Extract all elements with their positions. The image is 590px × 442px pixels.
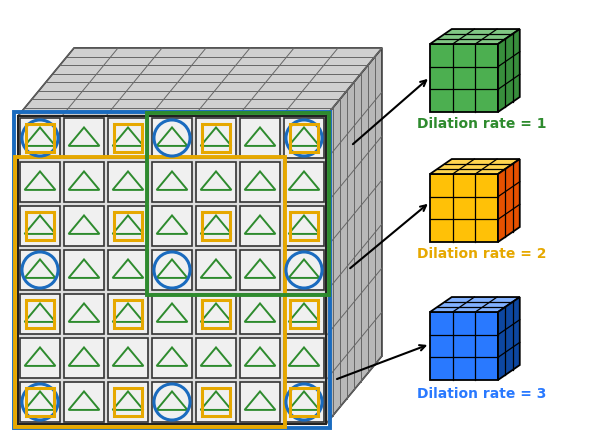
Bar [240,206,280,246]
Bar [196,206,236,246]
Bar [202,388,230,416]
Bar [64,294,104,334]
Polygon shape [430,174,498,242]
Bar [108,338,148,378]
Bar [64,162,104,202]
Bar [64,338,104,378]
Bar [290,124,318,152]
Polygon shape [430,29,520,44]
Bar [26,124,54,152]
Bar [64,382,104,422]
Bar [284,118,324,158]
Bar [240,250,280,290]
Bar [64,206,104,246]
Bar [290,388,318,416]
Bar [152,118,192,158]
Polygon shape [430,44,498,112]
Bar [26,388,54,416]
Bar [284,250,324,290]
Bar [290,300,318,328]
Polygon shape [498,297,520,380]
Bar [240,294,280,334]
Bar [152,162,192,202]
Bar [284,382,324,422]
Bar [290,212,318,240]
Bar [26,300,54,328]
Bar [15,157,285,427]
Bar [20,338,60,378]
Bar [114,388,142,416]
Bar [108,250,148,290]
Bar [20,118,60,158]
Polygon shape [18,48,382,116]
Bar [152,250,192,290]
Bar [284,294,324,334]
Bar [284,206,324,246]
Bar [196,294,236,334]
Polygon shape [498,29,520,112]
Bar [14,112,330,428]
Bar [114,300,142,328]
Bar [284,338,324,378]
Bar [108,294,148,334]
Bar [196,250,236,290]
Bar [64,250,104,290]
Bar [147,113,329,295]
Bar [240,118,280,158]
Bar [20,250,60,290]
Bar [20,206,60,246]
Bar [202,300,230,328]
Bar [114,124,142,152]
Bar [152,206,192,246]
Bar [152,382,192,422]
Polygon shape [326,48,382,424]
Bar [196,382,236,422]
Bar [108,162,148,202]
Bar [108,382,148,422]
Polygon shape [498,159,520,242]
Polygon shape [430,297,520,312]
Polygon shape [430,159,520,174]
Bar [284,162,324,202]
Bar [196,162,236,202]
Bar [152,294,192,334]
Bar [108,118,148,158]
Bar [20,294,60,334]
Bar [20,162,60,202]
Text: Dilation rate = 1: Dilation rate = 1 [417,117,547,131]
Polygon shape [18,116,326,424]
Bar [196,338,236,378]
Bar [196,118,236,158]
Bar [20,382,60,422]
Bar [240,338,280,378]
Bar [64,118,104,158]
Bar [114,212,142,240]
Bar [202,124,230,152]
Polygon shape [430,312,498,380]
Bar [240,382,280,422]
Bar [108,206,148,246]
Bar [152,338,192,378]
Bar [202,212,230,240]
Text: Dilation rate = 2: Dilation rate = 2 [417,247,547,261]
Text: Dilation rate = 3: Dilation rate = 3 [417,387,547,401]
Bar [26,212,54,240]
Bar [240,162,280,202]
